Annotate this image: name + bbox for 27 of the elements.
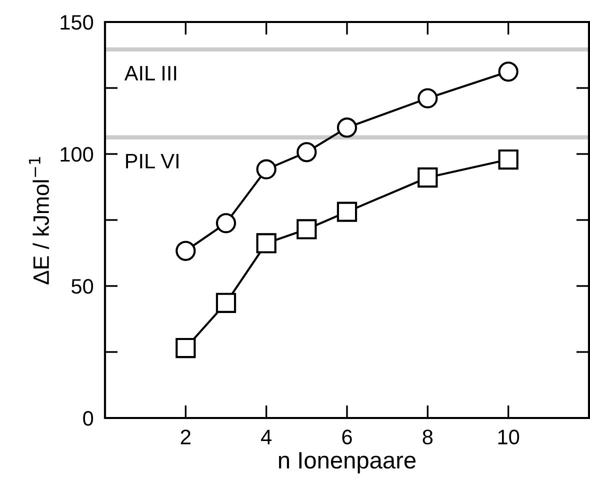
- point: [498, 62, 518, 82]
- point: [498, 149, 518, 170]
- y-axis-title: ΔE / kJmol$^{−1}$: [28, 157, 50, 284]
- x-tick-label: 10: [498, 430, 520, 444]
- y-tick-label: 100: [60, 147, 94, 162]
- point: [418, 88, 438, 108]
- ref-line-label: PIL VI: [126, 154, 178, 168]
- x-tick-label: 2: [180, 430, 190, 444]
- y-tick-label: 50: [72, 279, 94, 294]
- x-tick-label: 4: [261, 430, 272, 444]
- y-tick-label: 150: [60, 15, 94, 30]
- point: [296, 142, 317, 162]
- point: [256, 233, 276, 254]
- point: [256, 159, 276, 180]
- ref-line-label: AIL III: [124, 66, 176, 80]
- point: [336, 118, 358, 138]
- point: [418, 167, 438, 188]
- point: [216, 292, 236, 313]
- y-tick-label: 0: [83, 411, 94, 426]
- x-tick-label: 6: [342, 430, 352, 444]
- point: [176, 240, 196, 261]
- point: [336, 202, 358, 222]
- point: [296, 219, 317, 240]
- x-tick-label: 8: [422, 430, 433, 444]
- x-axis-title: n Ionenpaare: [278, 452, 416, 474]
- point: [176, 338, 196, 358]
- point: [216, 213, 236, 234]
